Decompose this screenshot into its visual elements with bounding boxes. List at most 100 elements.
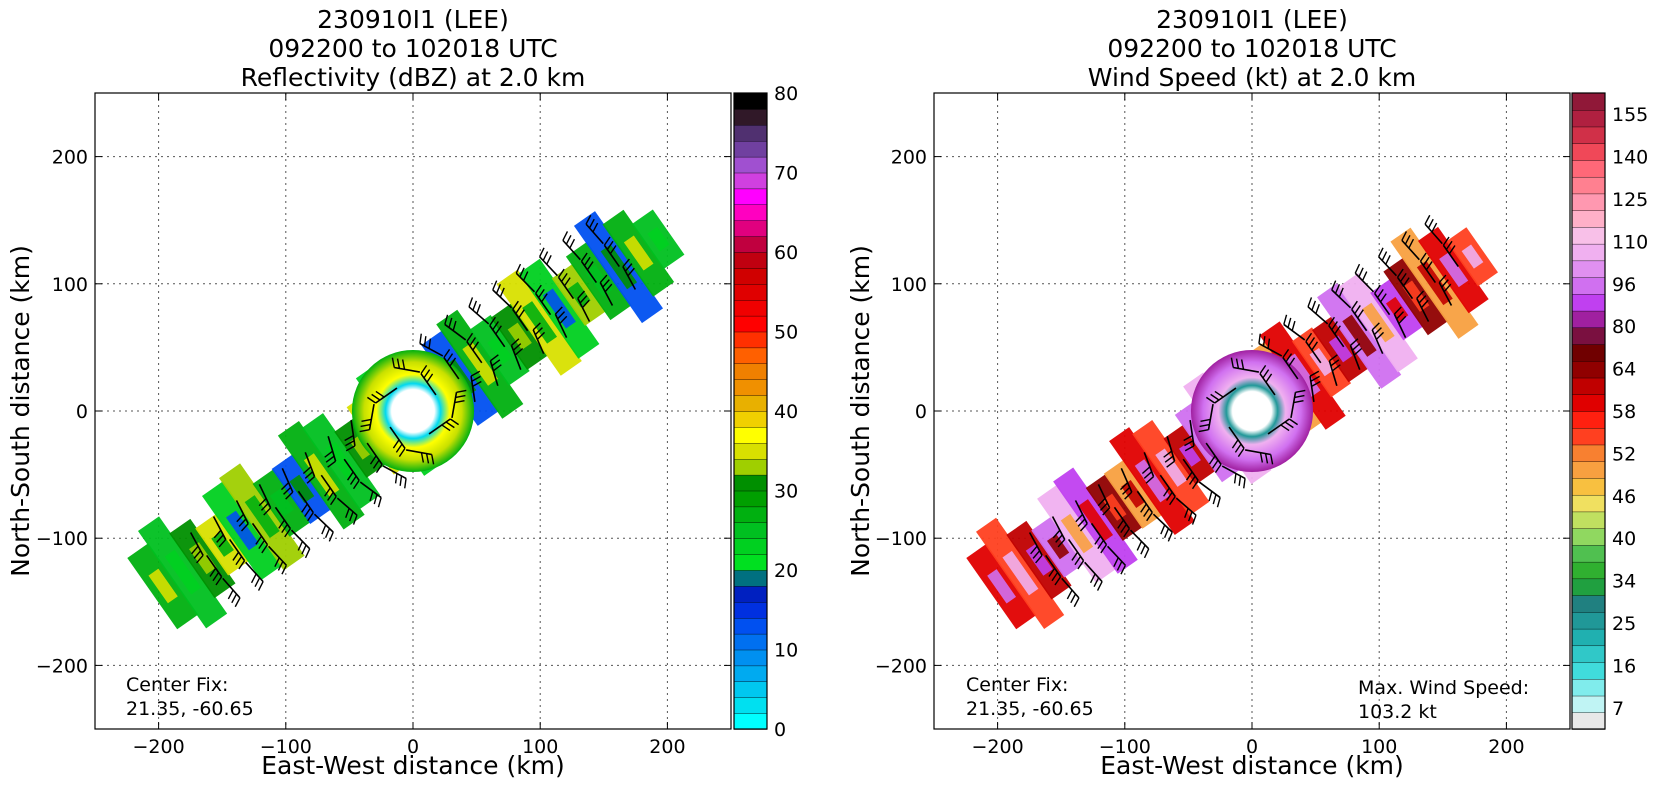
wind-barb-feather bbox=[522, 271, 529, 281]
wind-barb-feather bbox=[218, 539, 227, 548]
wind-barb-feather bbox=[1030, 545, 1038, 555]
wind-barb-shaft bbox=[492, 289, 513, 309]
colorbar-swatch bbox=[733, 347, 768, 364]
colorbar-frame bbox=[733, 92, 768, 730]
wind-barb-feather bbox=[1198, 429, 1209, 433]
wind-barb-feather bbox=[395, 443, 403, 453]
wind-barb-feather bbox=[1375, 331, 1385, 340]
colorbar-swatch bbox=[733, 585, 768, 603]
wind-barb-feather bbox=[392, 439, 400, 449]
wind-barb-feather bbox=[238, 518, 247, 527]
wind-barb-feather bbox=[1113, 557, 1119, 567]
wind-barb-shaft bbox=[1198, 481, 1221, 499]
wind-barb-feather bbox=[1184, 440, 1194, 447]
wind-barb-feather bbox=[366, 396, 377, 404]
wind-speed-field bbox=[966, 226, 1498, 630]
wind-barb-feather bbox=[1351, 343, 1361, 351]
wind-barb-feather bbox=[1141, 466, 1151, 475]
wind-barb-shaft bbox=[1401, 239, 1420, 261]
wind-barb-feather bbox=[565, 235, 572, 245]
colorbar-swatch bbox=[733, 601, 768, 619]
wind-barb-feather bbox=[1357, 309, 1364, 319]
wind-barb-shaft bbox=[603, 244, 620, 268]
wind-barb-shaft bbox=[1267, 418, 1290, 435]
wind-barb-shaft bbox=[1416, 298, 1430, 322]
colorbar-tick-label: 80 bbox=[774, 83, 798, 105]
field-cell-inner bbox=[462, 342, 498, 386]
wind-barb-feather bbox=[542, 251, 549, 261]
wind-barb-feather bbox=[588, 218, 595, 229]
wind-barb-feather bbox=[423, 336, 427, 347]
wind-barb-feather bbox=[369, 455, 377, 465]
wind-barb-feather bbox=[1378, 247, 1384, 258]
wind-title-line-3: Wind Speed (kt) at 2.0 km bbox=[1088, 63, 1416, 92]
wind-barb-feather bbox=[396, 358, 401, 369]
colorbar-swatch bbox=[1571, 661, 1606, 680]
colorbar-tick-label: 20 bbox=[774, 560, 798, 582]
wind-barb-feather bbox=[1310, 375, 1320, 382]
wind-barb-feather bbox=[1295, 389, 1306, 393]
wind-barb-feather bbox=[349, 475, 357, 485]
wind-barb-feather bbox=[1163, 450, 1173, 458]
y-tick-label: 200 bbox=[52, 147, 88, 169]
wind-barb-feather bbox=[1230, 357, 1234, 368]
field-cell-inner bbox=[289, 474, 315, 504]
wind-barb-shaft bbox=[274, 506, 292, 530]
wind-barb-shaft bbox=[1113, 506, 1131, 530]
x-tick-label: −100 bbox=[260, 736, 312, 758]
wind-barb-feather bbox=[1185, 471, 1193, 481]
wind-barb-feather bbox=[585, 214, 592, 225]
wind-barb-feather bbox=[454, 399, 465, 404]
wind-barb-feather bbox=[1051, 572, 1059, 582]
colorbar-swatch bbox=[1571, 477, 1606, 496]
wind-barb-feather bbox=[1117, 519, 1124, 529]
colorbar-swatch bbox=[733, 315, 768, 333]
wind-barb-shaft bbox=[245, 561, 264, 583]
wind-barb-feather bbox=[1124, 491, 1133, 500]
wind-barb-feather bbox=[278, 519, 285, 529]
wind-barb-feather bbox=[1054, 576, 1062, 586]
wind-barb-feather bbox=[1283, 314, 1288, 325]
wind-barb-feather bbox=[1208, 491, 1213, 502]
wind-barb-shaft bbox=[1084, 561, 1103, 583]
colorbar-swatch bbox=[733, 697, 768, 714]
wind-barb-feather bbox=[515, 305, 522, 315]
wind-barb-feather bbox=[209, 567, 217, 577]
wind-barb-feather bbox=[1163, 487, 1170, 497]
wind-barb-feather bbox=[327, 491, 334, 501]
colorbar-swatch bbox=[733, 283, 768, 301]
y-tick-label: −100 bbox=[36, 528, 88, 550]
wind-barb-feather bbox=[321, 524, 327, 535]
wind-barb-shaft bbox=[1129, 529, 1150, 550]
wind-barb-shaft bbox=[466, 341, 483, 364]
wind-y-axis-label: North-South distance (km) bbox=[846, 245, 875, 577]
wind-barb-feather bbox=[258, 497, 267, 507]
wind-barb-feather bbox=[191, 545, 199, 555]
wind-barb-feather bbox=[1330, 359, 1340, 367]
field-cell-inner bbox=[269, 488, 295, 517]
wind-barb-feather bbox=[1309, 370, 1320, 377]
colorbar-swatch bbox=[733, 124, 768, 142]
wind-barb-feather bbox=[1233, 473, 1237, 484]
wind-barb-shaft bbox=[1221, 465, 1246, 480]
colorbar-tick-label: 16 bbox=[1612, 655, 1636, 677]
x-tick-label: 200 bbox=[649, 736, 685, 758]
wind-barb-feather bbox=[609, 245, 617, 255]
wind-barb-feather bbox=[1381, 251, 1388, 261]
wind-barb-feather bbox=[1077, 560, 1085, 570]
field-cell-inner bbox=[303, 453, 340, 497]
wind-barb-feather bbox=[1408, 238, 1415, 249]
wind-barb-feather bbox=[1094, 535, 1102, 545]
wind-barb-feather bbox=[599, 274, 608, 283]
wind-barb-shaft bbox=[1182, 458, 1199, 481]
wind-barb-feather bbox=[449, 418, 460, 426]
wind-barb-shaft bbox=[222, 577, 241, 599]
colorbar-swatch bbox=[1571, 594, 1606, 613]
wind-barb-feather bbox=[1404, 235, 1411, 245]
wind-barb-feather bbox=[1416, 290, 1425, 299]
wind-barb-feather bbox=[1294, 394, 1305, 399]
wind-barb-feather bbox=[579, 295, 588, 304]
colorbar-swatch bbox=[1571, 143, 1606, 161]
wind-barb-feather bbox=[1380, 293, 1387, 303]
wind-barb-feather bbox=[1288, 357, 1296, 367]
